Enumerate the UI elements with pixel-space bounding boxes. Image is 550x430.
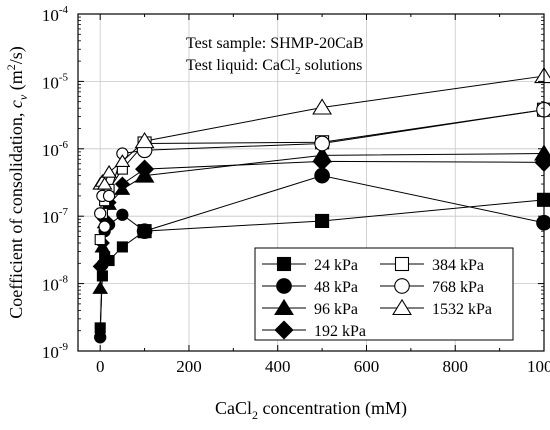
data-point-768-kpa [314,135,330,152]
data-point-1532-kpa [101,164,117,178]
y-axis-label: Coefficient of consolidation, cv (m2/s) [4,46,30,318]
test-liquid-annotation: Test liquid: CaCl2 solutions [186,57,362,77]
x-tick-label: 1000 [527,357,550,376]
legend-item-96-kpa: 96 kPa [262,298,358,318]
legend-label: 48 kPa [314,279,358,296]
data-point-384-kpa [94,234,106,246]
legend-item-384-kpa: 384 kPa [380,256,484,274]
y-tick-label: 10-5 [42,71,69,92]
x-tick-label: 800 [442,357,468,376]
legend-marker-768-kpa [394,278,410,294]
y-tick-label: 10-7 [42,206,69,227]
axis-labels: CaCl2 concentration (mM) Coefficient of c… [4,46,407,422]
legend-label: 24 kPa [314,257,358,274]
legend-box [254,247,514,341]
data-point-24-kpa [116,241,128,253]
legend: 24 kPa 48 kPa 96 kPa 192 kPa 384 kPa 768 kPa 1… [254,247,514,341]
x-tick-label: 400 [265,357,291,376]
data-point-192-kpa [135,159,155,179]
data-point-1532-kpa [312,98,333,115]
legend-item-48-kpa: 48 kPa [262,278,358,296]
y-tick-label: 10-6 [42,139,69,160]
data-point-1532-kpa [114,154,131,167]
data-point-192-kpa [312,151,332,171]
data-point-1532-kpa [96,176,113,190]
y-tick-label: 10-8 [42,274,69,295]
x-tick-label: 0 [96,357,105,376]
data-point-192-kpa [114,176,130,192]
legend-item-192-kpa: 192 kPa [262,320,366,340]
data-point-768-kpa [98,220,111,233]
series-markers [92,66,550,344]
data-point-768-kpa [536,101,550,118]
data-point-24-kpa [315,213,330,229]
legend-label: 96 kPa [314,301,358,318]
x-tick-label: 200 [176,357,202,376]
plot-frame [77,13,545,352]
test-sample-annotation: Test sample: SHMP-20CaB [186,35,364,52]
legend-marker-384-kpa [394,256,410,272]
data-point-96-kpa [92,281,109,294]
legend-label: 384 kPa [432,257,484,274]
legend-item-768-kpa: 768 kPa [380,278,484,296]
legend-marker-24-kpa [276,256,292,272]
series-points-768-kpa [94,101,550,233]
legend-item-1532-kpa: 1532 kPa [380,298,492,318]
tick-labels: 0 200 400 600 800 1000 10-9 10-8 10-7 10-6 10-5 10-… [42,4,550,376]
series-points-1532-kpa [92,66,550,190]
legend-label: 768 kPa [432,279,484,296]
data-point-1532-kpa [134,131,155,149]
data-point-768-kpa [102,189,116,203]
legend-marker-48-kpa [276,278,292,294]
data-point-768-kpa [94,207,107,220]
data-point-1532-kpa [534,66,550,84]
y-tick-label: 10-9 [42,341,69,362]
x-axis-label: CaCl2 concentration (mM) [215,398,407,422]
data-point-48-kpa [116,208,129,221]
axis-ticks [78,13,545,352]
legend-marker-96-kpa [274,298,294,316]
data-point-192-kpa [92,258,108,274]
data-point-48-kpa [94,331,107,344]
legend-marker-192-kpa [274,320,294,340]
legend-item-24-kpa: 24 kPa [262,256,358,274]
legend-label: 1532 kPa [432,301,492,318]
legend-marker-1532-kpa [392,298,412,316]
annotations: Test sample: SHMP-20CaB Test liquid: CaCl… [186,35,364,77]
x-tick-label: 600 [354,357,380,376]
y-tick-label: 10-4 [42,4,69,25]
data-point-48-kpa [136,223,153,239]
legend-label: 192 kPa [314,323,366,340]
